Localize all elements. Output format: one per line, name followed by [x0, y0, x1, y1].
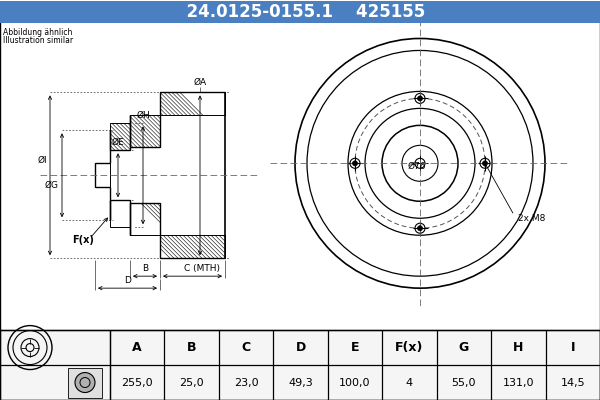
Circle shape — [418, 226, 422, 231]
Text: C: C — [242, 341, 251, 354]
Text: 49,3: 49,3 — [288, 378, 313, 388]
Text: I: I — [571, 341, 575, 354]
Text: ØH: ØH — [136, 110, 150, 119]
Text: D: D — [124, 276, 131, 285]
Text: C (MTH): C (MTH) — [185, 264, 221, 273]
Circle shape — [75, 372, 95, 392]
Text: G: G — [459, 341, 469, 354]
Text: ØG: ØG — [45, 181, 59, 190]
Text: 14,5: 14,5 — [560, 378, 585, 388]
Text: F(x): F(x) — [72, 235, 94, 245]
Text: Abbildung ähnlich: Abbildung ähnlich — [3, 28, 73, 38]
Circle shape — [353, 161, 358, 166]
Text: D: D — [295, 341, 305, 354]
Bar — [0, 330, 600, 400]
Bar — [0, 0, 600, 22]
Text: B: B — [187, 341, 196, 354]
Text: 131,0: 131,0 — [503, 378, 534, 388]
Text: Illustration similar: Illustration similar — [3, 36, 73, 46]
Text: B: B — [142, 264, 148, 273]
Text: 2x M8: 2x M8 — [518, 214, 545, 223]
Text: F(x): F(x) — [395, 341, 424, 354]
Text: 25,0: 25,0 — [179, 378, 204, 388]
Text: 23,0: 23,0 — [234, 378, 259, 388]
Text: ØA: ØA — [193, 78, 206, 86]
Text: ØI: ØI — [37, 156, 47, 165]
Text: Ø76: Ø76 — [408, 162, 427, 171]
Text: 24.0125-0155.1    425155: 24.0125-0155.1 425155 — [175, 2, 425, 20]
Circle shape — [482, 161, 487, 166]
Text: A: A — [133, 341, 142, 354]
Text: 100,0: 100,0 — [339, 378, 371, 388]
Bar — [68, 368, 102, 398]
Text: E: E — [351, 341, 359, 354]
Text: 55,0: 55,0 — [452, 378, 476, 388]
Text: ØE: ØE — [112, 137, 124, 146]
Text: 4: 4 — [406, 378, 413, 388]
Text: H: H — [513, 341, 524, 354]
Text: 255,0: 255,0 — [121, 378, 153, 388]
Circle shape — [418, 96, 422, 101]
